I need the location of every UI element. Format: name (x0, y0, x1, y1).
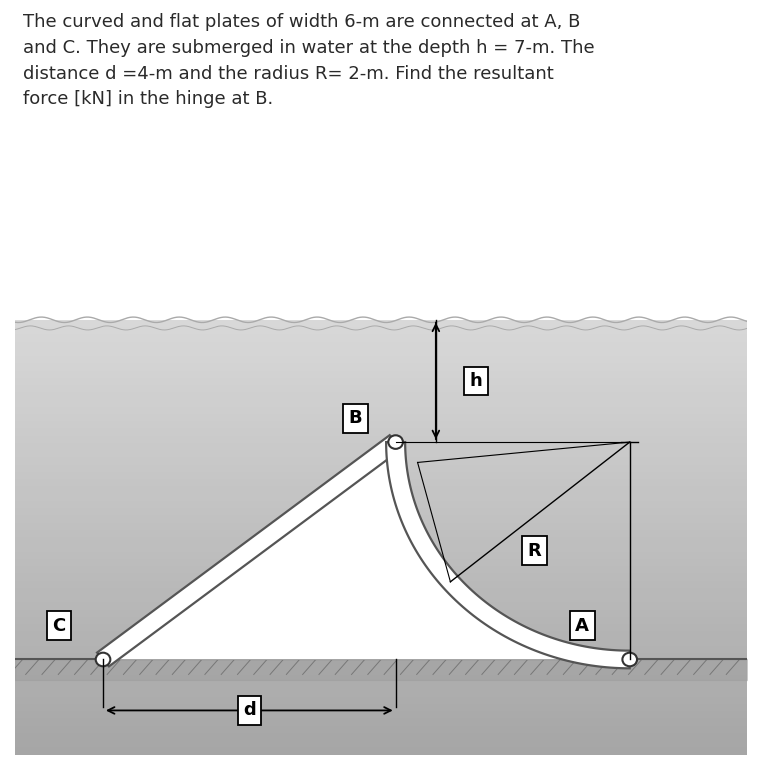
FancyBboxPatch shape (15, 631, 747, 638)
FancyBboxPatch shape (15, 718, 747, 725)
FancyBboxPatch shape (15, 740, 747, 748)
FancyBboxPatch shape (15, 515, 747, 523)
FancyBboxPatch shape (15, 479, 747, 487)
FancyBboxPatch shape (15, 436, 747, 443)
FancyBboxPatch shape (15, 668, 747, 675)
Polygon shape (103, 442, 629, 659)
FancyBboxPatch shape (15, 363, 747, 370)
FancyBboxPatch shape (15, 334, 747, 342)
FancyBboxPatch shape (15, 617, 747, 624)
FancyBboxPatch shape (15, 501, 747, 508)
FancyBboxPatch shape (15, 711, 747, 718)
FancyBboxPatch shape (15, 385, 747, 392)
FancyBboxPatch shape (15, 443, 747, 450)
FancyBboxPatch shape (15, 566, 747, 574)
FancyBboxPatch shape (15, 725, 747, 733)
Circle shape (389, 435, 403, 449)
FancyBboxPatch shape (15, 675, 747, 682)
FancyBboxPatch shape (15, 370, 747, 378)
FancyBboxPatch shape (15, 421, 747, 428)
FancyBboxPatch shape (15, 494, 747, 501)
FancyBboxPatch shape (15, 487, 747, 494)
FancyBboxPatch shape (15, 661, 747, 668)
Text: The curved and flat plates of width 6-m are connected at A, B
and C. They are su: The curved and flat plates of width 6-m … (23, 13, 594, 109)
FancyBboxPatch shape (15, 356, 747, 363)
FancyBboxPatch shape (15, 537, 747, 544)
FancyBboxPatch shape (15, 428, 747, 436)
FancyBboxPatch shape (15, 465, 747, 472)
FancyBboxPatch shape (15, 682, 747, 689)
FancyBboxPatch shape (15, 508, 747, 515)
FancyBboxPatch shape (15, 327, 747, 334)
FancyBboxPatch shape (15, 581, 747, 588)
FancyBboxPatch shape (15, 646, 747, 653)
FancyBboxPatch shape (15, 697, 747, 704)
FancyBboxPatch shape (15, 407, 747, 414)
Text: B: B (348, 410, 362, 427)
FancyBboxPatch shape (15, 624, 747, 631)
Text: C: C (53, 617, 66, 634)
FancyBboxPatch shape (15, 320, 747, 327)
FancyBboxPatch shape (15, 472, 747, 479)
Text: R: R (528, 542, 542, 560)
Text: d: d (243, 701, 256, 719)
FancyBboxPatch shape (15, 342, 747, 349)
FancyBboxPatch shape (15, 689, 747, 697)
Text: h: h (469, 372, 482, 390)
Polygon shape (386, 442, 629, 668)
FancyBboxPatch shape (15, 595, 747, 602)
FancyBboxPatch shape (15, 530, 747, 537)
FancyBboxPatch shape (15, 349, 747, 356)
FancyBboxPatch shape (15, 602, 747, 610)
FancyBboxPatch shape (15, 450, 747, 457)
FancyBboxPatch shape (15, 544, 747, 551)
FancyBboxPatch shape (15, 704, 747, 711)
Text: A: A (575, 617, 589, 634)
FancyBboxPatch shape (15, 414, 747, 421)
FancyBboxPatch shape (15, 653, 747, 661)
FancyBboxPatch shape (15, 457, 747, 465)
FancyBboxPatch shape (15, 559, 747, 566)
FancyBboxPatch shape (15, 392, 747, 400)
FancyBboxPatch shape (15, 574, 747, 581)
Circle shape (96, 653, 110, 666)
FancyBboxPatch shape (15, 378, 747, 385)
Polygon shape (97, 435, 402, 666)
Circle shape (623, 653, 637, 666)
FancyBboxPatch shape (15, 588, 747, 595)
FancyBboxPatch shape (15, 523, 747, 530)
FancyBboxPatch shape (15, 638, 747, 646)
FancyBboxPatch shape (15, 733, 747, 740)
FancyBboxPatch shape (15, 551, 747, 559)
FancyBboxPatch shape (15, 610, 747, 617)
FancyBboxPatch shape (15, 748, 747, 755)
FancyBboxPatch shape (15, 400, 747, 407)
